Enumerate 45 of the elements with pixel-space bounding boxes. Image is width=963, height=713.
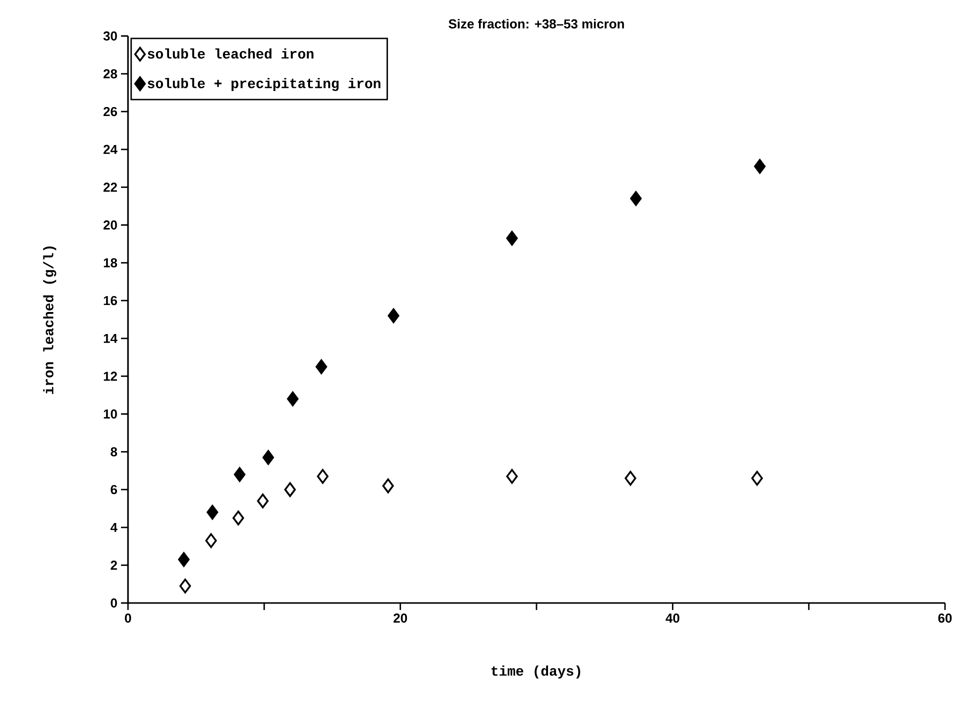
y-tick-label: 10 — [104, 409, 117, 419]
point — [206, 504, 218, 520]
legend-label: soluble + precipitating iron — [148, 78, 380, 92]
y-tick-label: 18 — [104, 258, 118, 268]
point — [262, 450, 274, 465]
point — [232, 510, 244, 526]
y-tick-label: 20 — [104, 220, 117, 230]
y-tick-label: 16 — [104, 296, 118, 306]
point — [234, 467, 246, 482]
point — [382, 478, 394, 494]
point — [751, 470, 763, 486]
y-tick-label: 8 — [110, 447, 118, 456]
point — [754, 159, 766, 174]
point — [388, 308, 400, 324]
point — [624, 470, 636, 486]
point — [316, 359, 328, 374]
point — [506, 230, 518, 246]
y-tick-label: 6 — [110, 485, 118, 494]
y-tick-label: 0 — [110, 598, 117, 608]
x-axis-title: time (days) — [492, 666, 580, 679]
point — [316, 468, 328, 484]
y-tick-label: 14 — [104, 334, 118, 343]
y-tick-label: 22 — [104, 182, 117, 192]
y-tick-label: 28 — [104, 69, 118, 78]
x-tick-label: 0 — [124, 614, 132, 623]
y-axis-title: iron leached (g/l) — [43, 246, 56, 394]
point — [506, 468, 518, 484]
y-tick-label: 4 — [110, 522, 118, 532]
point — [286, 391, 299, 406]
y-tick-label: 12 — [104, 372, 117, 381]
point — [179, 578, 191, 594]
legend-label: soluble leached iron — [148, 48, 314, 59]
point — [205, 533, 217, 548]
point — [257, 494, 269, 508]
y-tick-label: 26 — [104, 107, 118, 116]
x-tick-label: 60 — [938, 614, 952, 623]
y-tick-label: 30 — [103, 31, 117, 41]
y-tick-label: 2 — [110, 560, 117, 570]
x-tick-label: 20 — [394, 614, 408, 623]
point — [178, 552, 190, 567]
y-tick-label: 24 — [104, 144, 118, 154]
chart-title: Size fraction: +38–53 micron — [448, 18, 624, 28]
point — [284, 482, 296, 497]
point — [630, 191, 642, 206]
x-tick-label: 40 — [666, 614, 680, 623]
